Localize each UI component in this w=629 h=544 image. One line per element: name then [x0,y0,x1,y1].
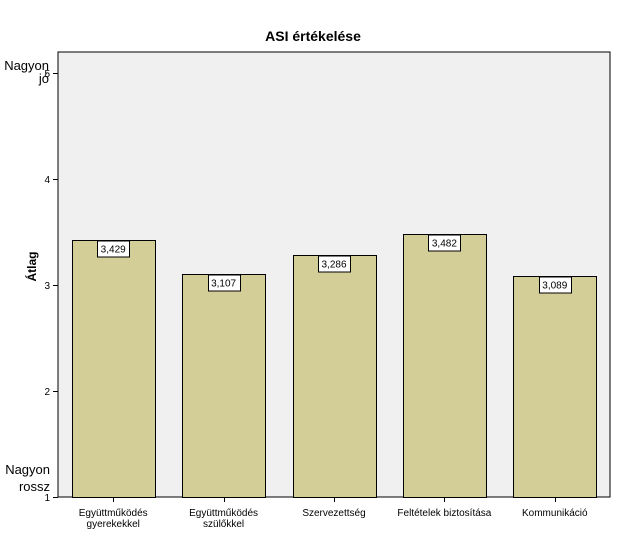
category-label: gyerekekkel [87,519,140,530]
bar [403,234,487,498]
anchor-label-bottom: rossz [19,479,50,494]
anchor-label-bottom: Nagyon [5,462,50,477]
y-tick-label: 3 [44,281,50,292]
bar [72,240,156,498]
value-label-box [97,240,130,258]
category-label: Együttműködés [79,508,148,519]
value-label: 3,107 [211,279,236,290]
value-label-box [428,234,461,252]
value-label-box [318,255,351,273]
y-axis: 1 2 3 4 5 [44,69,58,504]
value-label: 3,482 [432,239,457,250]
y-tick-label: 5 [44,69,50,80]
value-label-box [208,274,241,292]
value-label-box [539,276,572,294]
value-label: 3,286 [321,260,346,271]
value-label: 3,089 [542,281,567,292]
y-tick-label: 4 [44,175,50,186]
category-label: Feltételek biztosítása [397,508,491,519]
chart-title: ASI értékelése [265,28,361,44]
category-label: Szervezettség [302,508,365,519]
x-axis-categories: EgyüttműködésgyerekekkelEgyüttműködésszü… [79,497,588,530]
bar [293,255,377,498]
y-axis-label: Átlag [24,252,39,282]
value-label: 3,429 [101,245,126,256]
bars: 3,429 3,107 3,286 3,482 3,089 [72,234,597,498]
y-tick-label: 1 [44,493,50,504]
y-tick-label: 2 [44,387,50,398]
bar [182,274,266,498]
category-label: Kommunikáció [522,508,588,519]
anchor-label-top: Nagyon [4,58,49,73]
category-label: Együttműködés [189,508,258,519]
bar [513,276,597,498]
anchor-label-top: jó [38,71,49,86]
category-label: szülőkkel [203,519,244,530]
